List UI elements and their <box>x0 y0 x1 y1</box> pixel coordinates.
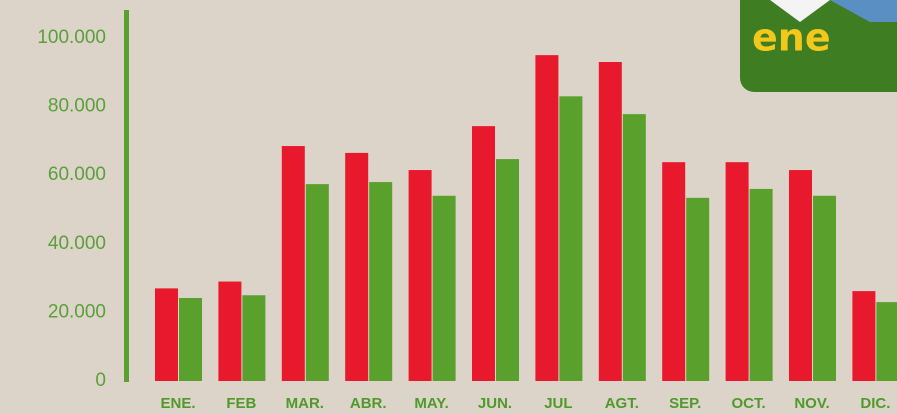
x-tick-label: JUN. <box>478 395 512 412</box>
logo-badge <box>740 0 897 92</box>
x-tick-label: DIC. <box>860 395 890 412</box>
logo-shape <box>770 0 830 22</box>
bar <box>622 114 646 382</box>
bar <box>662 162 686 381</box>
x-tick-label: SEP. <box>669 395 701 412</box>
x-tick-label: MAR. <box>286 395 324 412</box>
x-tick-label: ABR. <box>350 395 387 412</box>
bar <box>408 170 432 381</box>
bar <box>876 302 897 381</box>
bar <box>369 182 393 381</box>
y-tick-label: 0 <box>95 370 106 391</box>
bar <box>155 288 178 381</box>
bar <box>432 195 456 381</box>
bar <box>345 152 369 381</box>
y-tick-label: 80.000 <box>48 96 106 117</box>
bar <box>598 62 622 381</box>
bar <box>242 295 266 381</box>
bar <box>725 162 749 381</box>
x-tick-label: JUL <box>544 395 572 412</box>
bar <box>535 55 559 382</box>
bar <box>305 184 329 381</box>
y-tick-label: 60.000 <box>48 164 106 185</box>
x-tick-label: NOV. <box>794 395 829 412</box>
bar <box>749 188 773 381</box>
bar <box>218 281 242 381</box>
x-tick-label: FEB <box>226 395 256 412</box>
bar <box>559 96 583 381</box>
logo-shape <box>830 0 897 22</box>
bar <box>789 170 812 381</box>
x-tick-label: MAY. <box>414 395 448 412</box>
y-axis <box>124 10 129 382</box>
bar <box>179 297 202 381</box>
bar <box>472 126 495 381</box>
y-tick-label: 100.000 <box>37 27 106 48</box>
bar <box>281 146 305 381</box>
x-tick-label: ENE. <box>160 395 195 412</box>
bar <box>496 159 519 381</box>
y-tick-label: 20.000 <box>48 301 106 322</box>
x-tick-label: AGT. <box>605 395 639 412</box>
bar <box>852 291 876 381</box>
y-tick-label: 40.000 <box>48 233 106 254</box>
logo: ene <box>740 0 897 92</box>
logo-text: ene <box>752 16 831 60</box>
x-tick-label: OCT. <box>732 395 766 412</box>
bar <box>813 195 836 381</box>
bar <box>686 197 710 381</box>
